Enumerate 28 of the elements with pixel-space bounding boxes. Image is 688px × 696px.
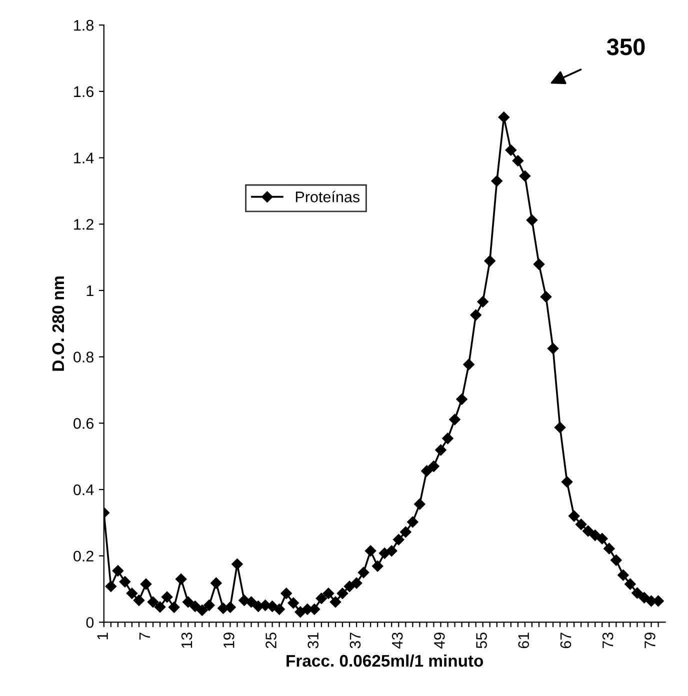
y-tick-label: 0 xyxy=(86,617,94,628)
x-axis-title: Fracc. 0.0625ml/1 minuto xyxy=(286,654,484,667)
annotation: 350 xyxy=(606,38,645,56)
y-tick-label: 0.8 xyxy=(74,352,94,362)
x-tick-label: 31 xyxy=(308,632,319,648)
y-tick-label: 1 xyxy=(86,285,94,296)
x-tick-label: 55 xyxy=(476,632,487,648)
y-tick-label: 1.6 xyxy=(74,86,94,98)
legend-label: Proteínas xyxy=(296,190,360,202)
y-tick-label: 0.2 xyxy=(74,550,94,562)
x-tick-label: 1 xyxy=(97,632,108,640)
x-tick-label: 79 xyxy=(644,632,656,648)
x-tick-label: 49 xyxy=(434,632,445,649)
x-tick-label: 13 xyxy=(181,632,192,648)
x-tick-label: 67 xyxy=(560,632,572,648)
y-tick-label: 1.8 xyxy=(74,20,94,31)
x-tick-label: 61 xyxy=(518,632,530,648)
x-tick-label: 73 xyxy=(602,632,614,648)
y-tick-label: 0.4 xyxy=(74,484,94,496)
y-axis-title: D.O. 280 nm xyxy=(52,276,64,371)
x-tick-label: 43 xyxy=(392,632,403,649)
x-tick-label: 25 xyxy=(266,632,276,648)
y-tick-label: 1.4 xyxy=(74,152,94,164)
x-tick-label: 19 xyxy=(223,632,234,648)
x-tick-label: 7 xyxy=(139,632,150,640)
x-tick-label: 37 xyxy=(350,632,361,648)
y-tick-label: 0.6 xyxy=(74,418,94,429)
y-tick-label: 1.2 xyxy=(74,218,94,230)
